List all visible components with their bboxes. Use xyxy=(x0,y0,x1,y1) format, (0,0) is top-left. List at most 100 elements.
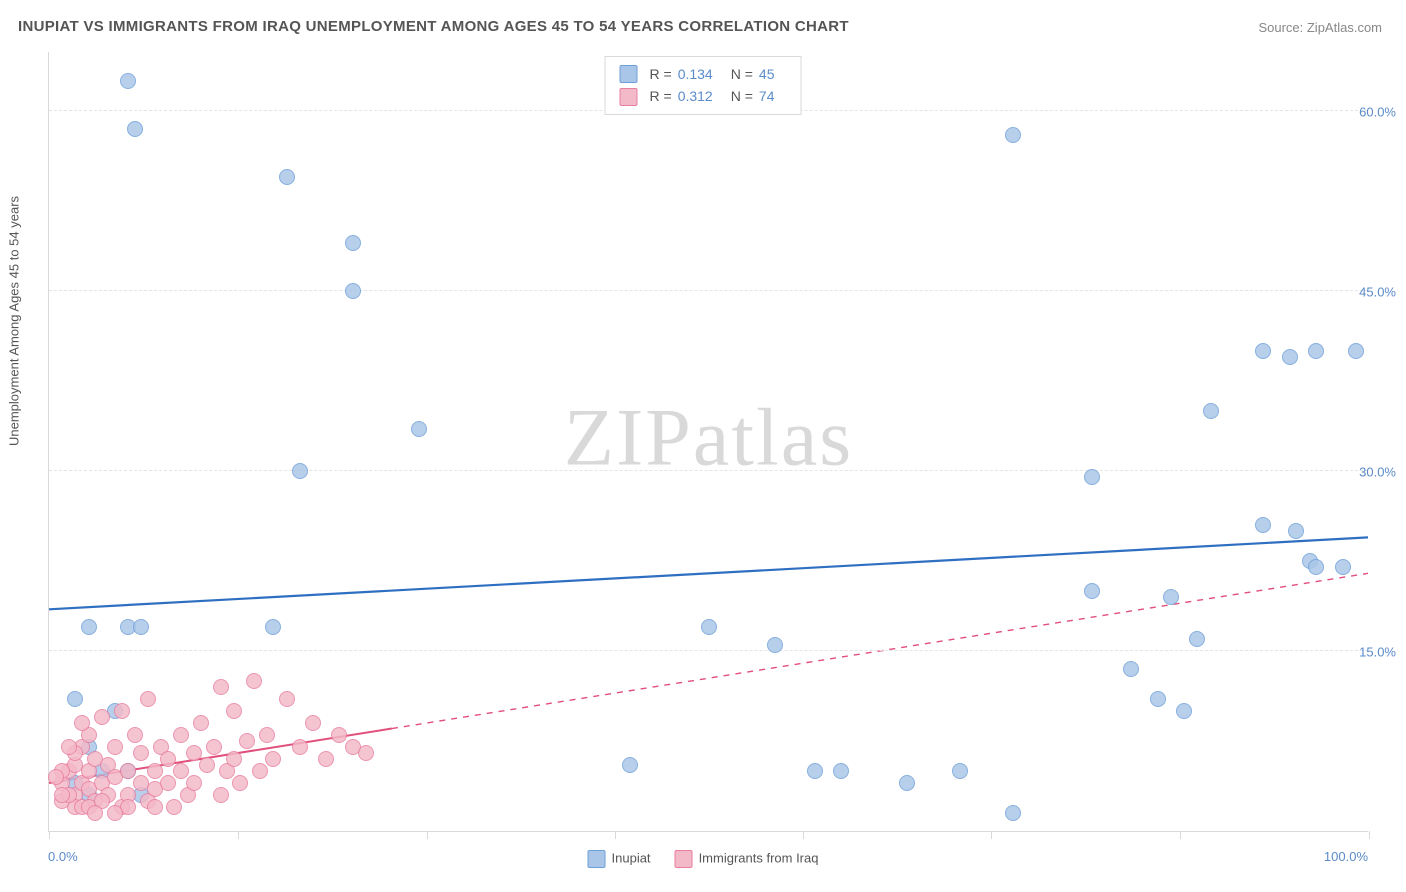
data-point xyxy=(147,799,163,815)
data-point xyxy=(127,121,143,137)
gridline xyxy=(49,290,1368,291)
data-point xyxy=(331,727,347,743)
data-point xyxy=(186,745,202,761)
data-point xyxy=(186,775,202,791)
data-point xyxy=(1308,343,1324,359)
data-point xyxy=(120,73,136,89)
data-point xyxy=(701,619,717,635)
data-point xyxy=(61,739,77,755)
data-point xyxy=(226,703,242,719)
data-point xyxy=(133,745,149,761)
data-point xyxy=(87,805,103,821)
y-tick-label: 15.0% xyxy=(1359,645,1396,660)
data-point xyxy=(67,691,83,707)
legend-item: Immigrants from Iraq xyxy=(675,850,819,868)
data-point xyxy=(279,169,295,185)
x-tick xyxy=(1180,831,1181,839)
data-point xyxy=(232,775,248,791)
x-axis-max-label: 100.0% xyxy=(1324,849,1368,864)
data-point xyxy=(166,799,182,815)
y-tick-label: 60.0% xyxy=(1359,105,1396,120)
data-point xyxy=(199,757,215,773)
scatter-plot-area: ZIPatlas xyxy=(48,52,1368,832)
data-point xyxy=(292,463,308,479)
data-point xyxy=(173,763,189,779)
data-point xyxy=(127,727,143,743)
data-point xyxy=(74,715,90,731)
data-point xyxy=(226,751,242,767)
data-point xyxy=(54,787,70,803)
data-point xyxy=(1348,343,1364,359)
data-point xyxy=(239,733,255,749)
data-point xyxy=(160,751,176,767)
data-point xyxy=(206,739,222,755)
x-tick xyxy=(1369,831,1370,839)
x-tick xyxy=(991,831,992,839)
data-point xyxy=(1203,403,1219,419)
gridline xyxy=(49,650,1368,651)
data-point xyxy=(1163,589,1179,605)
data-point xyxy=(1282,349,1298,365)
data-point xyxy=(48,769,64,785)
data-point xyxy=(305,715,321,731)
chart-title: INUPIAT VS IMMIGRANTS FROM IRAQ UNEMPLOY… xyxy=(18,18,849,35)
data-point xyxy=(107,739,123,755)
data-point xyxy=(252,763,268,779)
data-point xyxy=(292,739,308,755)
y-axis-label: Unemployment Among Ages 45 to 54 years xyxy=(7,196,22,446)
data-point xyxy=(1005,127,1021,143)
data-point xyxy=(193,715,209,731)
data-point xyxy=(1084,469,1100,485)
data-point xyxy=(120,763,136,779)
y-tick-label: 45.0% xyxy=(1359,285,1396,300)
data-point xyxy=(147,763,163,779)
x-tick xyxy=(49,831,50,839)
data-point xyxy=(318,751,334,767)
data-point xyxy=(279,691,295,707)
data-point xyxy=(411,421,427,437)
source-attribution: Source: ZipAtlas.com xyxy=(1258,20,1382,35)
data-point xyxy=(94,709,110,725)
data-point xyxy=(899,775,915,791)
data-point xyxy=(1150,691,1166,707)
data-point xyxy=(807,763,823,779)
x-axis-min-label: 0.0% xyxy=(48,849,78,864)
data-point xyxy=(345,283,361,299)
data-point xyxy=(246,673,262,689)
data-point xyxy=(259,727,275,743)
data-point xyxy=(1288,523,1304,539)
data-point xyxy=(1255,343,1271,359)
data-point xyxy=(173,727,189,743)
data-point xyxy=(1005,805,1021,821)
data-point xyxy=(213,679,229,695)
data-point xyxy=(1335,559,1351,575)
data-point xyxy=(1084,583,1100,599)
data-point xyxy=(160,775,176,791)
data-point xyxy=(133,619,149,635)
data-point xyxy=(1176,703,1192,719)
data-point xyxy=(140,691,156,707)
correlation-legend: R = 0.134N = 45R = 0.312N = 74 xyxy=(605,56,802,115)
legend-row: R = 0.134N = 45 xyxy=(620,63,787,85)
data-point xyxy=(767,637,783,653)
y-tick-label: 30.0% xyxy=(1359,465,1396,480)
data-point xyxy=(107,805,123,821)
data-point xyxy=(345,235,361,251)
series-legend: InupiatImmigrants from Iraq xyxy=(588,850,819,868)
data-point xyxy=(622,757,638,773)
data-point xyxy=(213,787,229,803)
trend-lines xyxy=(49,52,1368,831)
data-point xyxy=(81,619,97,635)
x-tick xyxy=(615,831,616,839)
data-point xyxy=(1255,517,1271,533)
data-point xyxy=(1308,559,1324,575)
data-point xyxy=(1123,661,1139,677)
data-point xyxy=(358,745,374,761)
gridline xyxy=(49,470,1368,471)
data-point xyxy=(265,619,281,635)
data-point xyxy=(114,703,130,719)
x-tick xyxy=(427,831,428,839)
data-point xyxy=(265,751,281,767)
data-point xyxy=(1189,631,1205,647)
x-tick xyxy=(803,831,804,839)
